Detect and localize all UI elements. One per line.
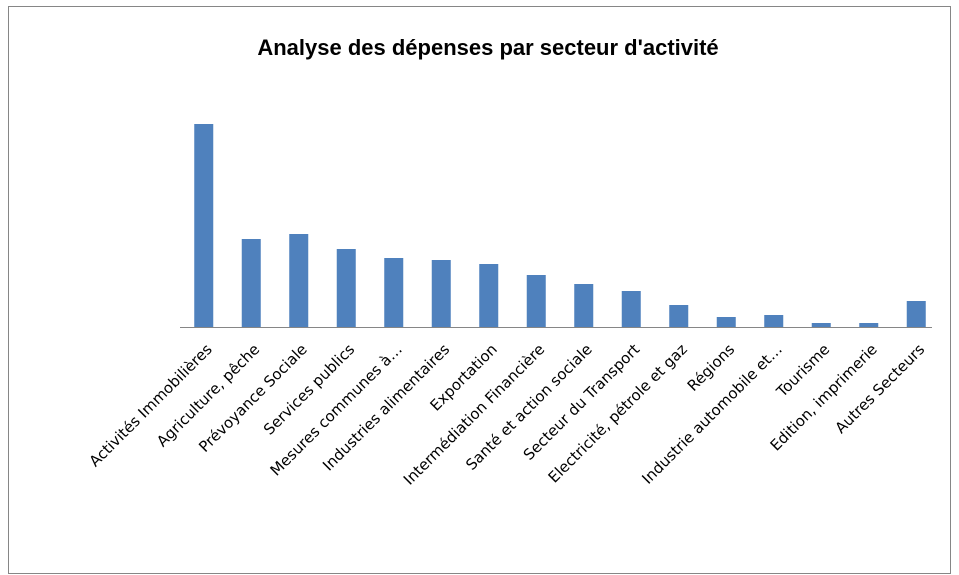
bar — [906, 301, 926, 327]
bar — [194, 124, 214, 327]
bar — [526, 275, 546, 327]
bar — [859, 323, 879, 327]
bar — [574, 284, 594, 327]
bar — [621, 291, 641, 327]
bar — [669, 305, 689, 327]
bar — [289, 234, 309, 327]
bar — [479, 264, 499, 327]
bar — [431, 260, 451, 327]
bar — [336, 249, 356, 327]
bar — [241, 239, 261, 327]
bar — [811, 323, 831, 327]
bar — [716, 317, 736, 327]
bar — [764, 315, 784, 327]
bar — [384, 258, 404, 327]
chart-title: Analyse des dépenses par secteur d'activ… — [257, 35, 718, 60]
